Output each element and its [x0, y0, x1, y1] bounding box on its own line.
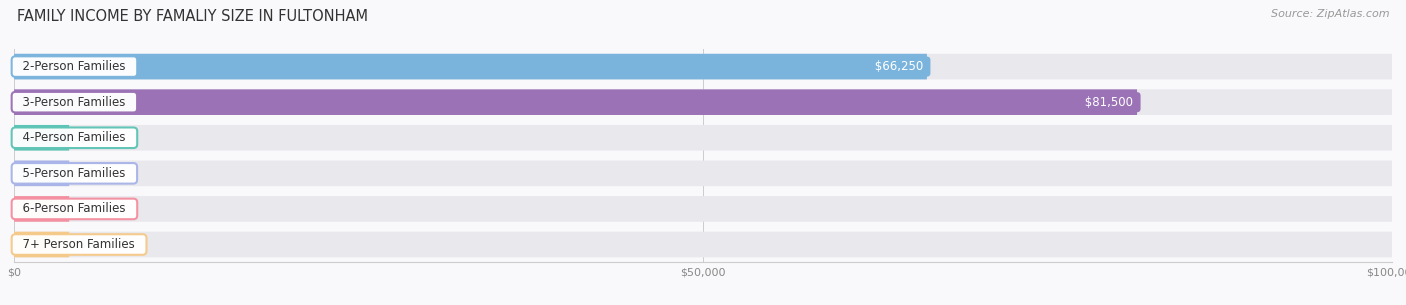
Text: Source: ZipAtlas.com: Source: ZipAtlas.com: [1271, 9, 1389, 19]
Text: 7+ Person Families: 7+ Person Families: [15, 238, 142, 251]
FancyBboxPatch shape: [14, 196, 69, 222]
FancyBboxPatch shape: [14, 196, 1392, 222]
Text: 2-Person Families: 2-Person Families: [15, 60, 134, 73]
Text: $0: $0: [79, 203, 94, 215]
Text: $81,500: $81,500: [1081, 96, 1137, 109]
FancyBboxPatch shape: [14, 54, 927, 79]
FancyBboxPatch shape: [14, 89, 1392, 115]
Text: 3-Person Families: 3-Person Families: [15, 96, 134, 109]
FancyBboxPatch shape: [14, 232, 1392, 257]
Text: $0: $0: [79, 131, 94, 144]
FancyBboxPatch shape: [14, 125, 69, 151]
FancyBboxPatch shape: [14, 160, 1392, 186]
FancyBboxPatch shape: [14, 89, 1137, 115]
FancyBboxPatch shape: [14, 125, 1392, 151]
Text: 4-Person Families: 4-Person Families: [15, 131, 134, 144]
FancyBboxPatch shape: [14, 232, 69, 257]
FancyBboxPatch shape: [14, 160, 69, 186]
Text: $0: $0: [79, 238, 94, 251]
Text: 5-Person Families: 5-Person Families: [15, 167, 134, 180]
Text: FAMILY INCOME BY FAMALIY SIZE IN FULTONHAM: FAMILY INCOME BY FAMALIY SIZE IN FULTONH…: [17, 9, 368, 24]
FancyBboxPatch shape: [14, 54, 1392, 79]
Text: $66,250: $66,250: [870, 60, 927, 73]
Text: $0: $0: [79, 167, 94, 180]
Text: 6-Person Families: 6-Person Families: [15, 203, 134, 215]
